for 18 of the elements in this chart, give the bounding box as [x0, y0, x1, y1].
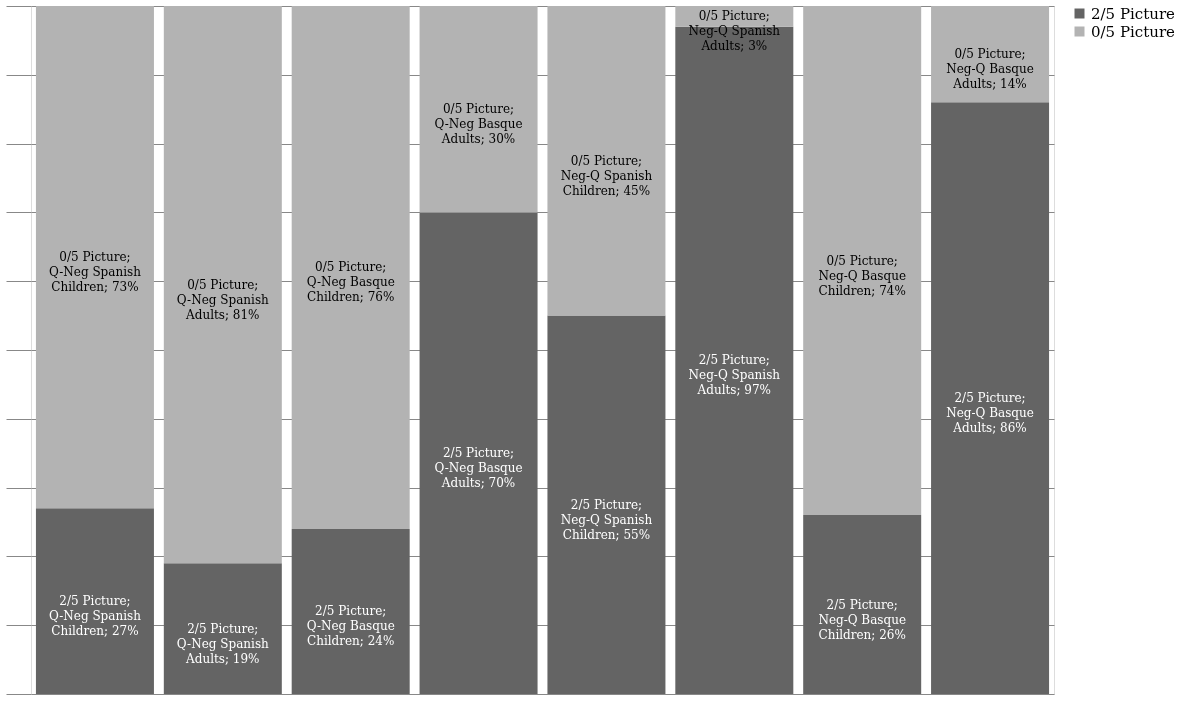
data-label: 2/5 Picture; Neg-Q Basque Adults; 86%: [946, 391, 1034, 436]
data-label: 2/5 Picture; Neg-Q Basque Children; 26%: [818, 597, 907, 642]
data-label: 2/5 Picture; Q-Neg Spanish Adults; 19%: [176, 621, 270, 666]
legend-label: 2/5 Picture: [1091, 4, 1176, 23]
data-label: 0/5 Picture; Q-Neg Spanish Children; 73%: [48, 250, 142, 295]
data-label: 0/5 Picture; Neg-Q Basque Children; 74%: [818, 253, 907, 298]
data-label: 0/5 Picture; Neg-Q Spanish Adults; 3%: [688, 9, 781, 54]
data-label: 2/5 Picture; Neg-Q Spanish Children; 55%: [560, 497, 653, 542]
data-label: 2/5 Picture; Q-Neg Basque Adults; 70%: [434, 446, 523, 491]
data-label: 2/5 Picture; Neg-Q Spanish Adults; 97%: [688, 353, 781, 398]
data-label: 0/5 Picture; Neg-Q Basque Adults; 14%: [946, 47, 1034, 92]
data-label: 0/5 Picture; Q-Neg Basque Children; 76%: [306, 260, 395, 305]
data-label: 0/5 Picture; Q-Neg Basque Adults; 30%: [434, 102, 523, 147]
data-label: 0/5 Picture; Q-Neg Spanish Adults; 81%: [176, 277, 270, 322]
data-label: 2/5 Picture; Q-Neg Basque Children; 24%: [306, 604, 395, 649]
data-label: 2/5 Picture; Q-Neg Spanish Children; 27%: [48, 594, 142, 639]
legend-label: 0/5 Picture: [1091, 22, 1176, 41]
data-label: 0/5 Picture; Neg-Q Spanish Children; 45%: [560, 153, 653, 198]
